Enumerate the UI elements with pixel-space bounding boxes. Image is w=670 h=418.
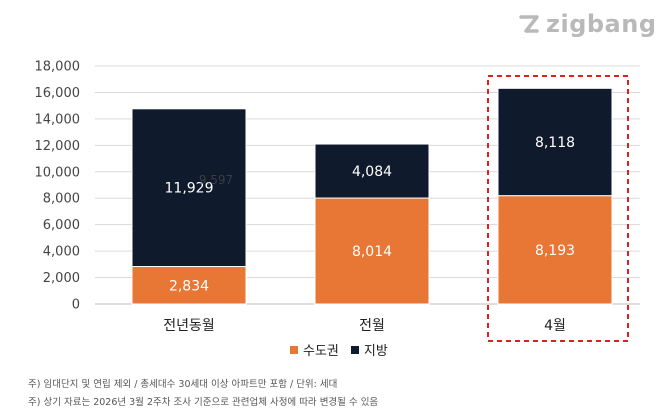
data-label: 11,929: [165, 181, 214, 197]
y-tick-label: 2,000: [43, 271, 80, 286]
y-tick-label: 18,000: [35, 60, 81, 75]
y-tick-label: 0: [72, 298, 80, 313]
bar-capital: [131, 266, 247, 305]
footnotes: 주) 임대단지 및 연립 제외 / 총세대수 30세대 이상 아파트만 포함 /…: [28, 376, 378, 412]
y-tick-label: 10,000: [35, 165, 81, 180]
y-tick-label: 8,000: [43, 192, 80, 207]
bar-capital: [314, 197, 430, 305]
bar-local: [314, 143, 430, 199]
y-tick-label: 4,000: [43, 245, 80, 260]
x-tick-label: 4월: [544, 318, 566, 334]
y-tick-label: 12,000: [35, 139, 81, 154]
bar-local: [497, 87, 613, 197]
chart-legend: 수도권 지방: [290, 340, 400, 359]
y-tick-label: 14,000: [35, 112, 81, 127]
y-tick-label: 6,000: [43, 218, 80, 233]
zigbang-logo: zigbang: [518, 10, 657, 38]
footnote-2: 주) 상기 자료는 2026년 3월 2주차 조사 기준으로 관련업체 사정에 …: [28, 397, 379, 408]
data-label: 8,118: [535, 135, 575, 151]
data-label: 8,193: [535, 243, 575, 259]
bar-capital: [497, 195, 613, 305]
legend-item-local: 지방: [350, 340, 388, 359]
x-tick-label: 전월: [359, 318, 385, 334]
x-tick-label: 전년동월: [163, 318, 215, 334]
legend-swatch-local: [350, 345, 359, 354]
highlight-box: [487, 75, 629, 342]
data-label: 4,084: [352, 164, 392, 180]
legend-label-capital: 수도권: [303, 344, 339, 359]
legend-label-local: 지방: [363, 344, 388, 359]
ghost-data-label: 9,597: [199, 173, 233, 187]
data-label: 2,834: [169, 278, 209, 294]
zigbang-logo-icon: [519, 15, 539, 33]
logo-text: zigbang: [546, 10, 657, 38]
footnote-1: 주) 임대단지 및 연립 제외 / 총세대수 30세대 이상 아파트만 포함 /…: [28, 379, 338, 390]
legend-swatch-capital: [290, 345, 298, 354]
y-tick-label: 16,000: [35, 86, 81, 101]
legend-item-capital: 수도권: [290, 340, 339, 359]
data-label: 8,014: [352, 244, 392, 260]
bar-local: [131, 108, 247, 268]
